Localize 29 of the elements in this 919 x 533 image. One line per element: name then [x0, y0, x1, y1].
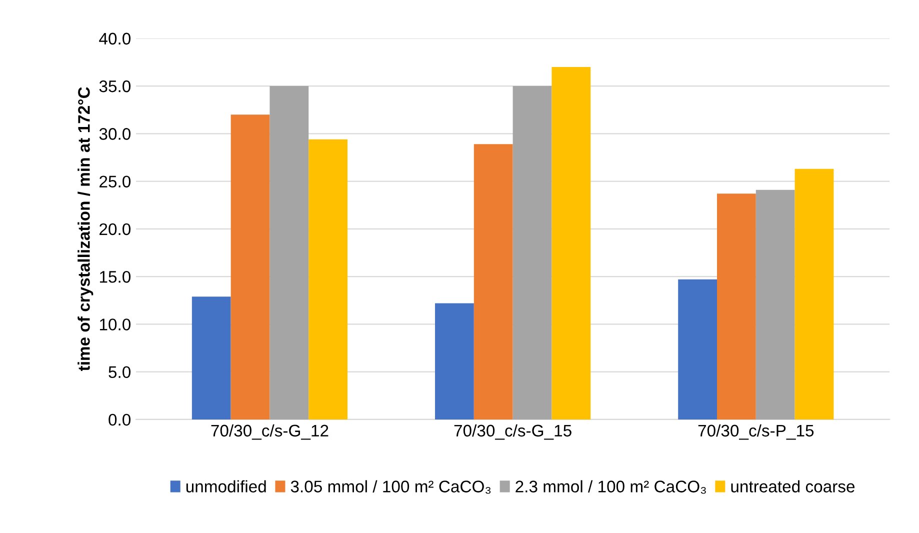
bar — [308, 139, 348, 420]
bar — [230, 114, 270, 420]
bar — [270, 86, 309, 420]
bar — [192, 296, 231, 420]
y-tick-label: 35.0 — [99, 80, 130, 92]
y-tick-label: 15.0 — [100, 270, 130, 283]
legend-label: untreated coarse — [731, 480, 855, 492]
x-tick-label: 70/30_c/s-G_15 — [454, 424, 572, 440]
bar — [756, 190, 795, 420]
legend-label: 3.05 mmol / 100 m² CaCO₃ — [290, 480, 491, 494]
bar — [474, 144, 513, 420]
bar — [512, 86, 552, 420]
x-tick-label: 70/30_c/s-G_12 — [211, 424, 328, 440]
y-axis-title: time of crystallization / min at 172°C — [78, 87, 94, 371]
y-tick-label: 25.0 — [100, 176, 130, 188]
y-tick-label: 20.0 — [100, 223, 130, 236]
y-tick-label: 0.0 — [108, 414, 130, 426]
legend-label: unmodified — [186, 480, 266, 492]
bar — [435, 303, 474, 420]
y-tick-label: 10.0 — [100, 318, 130, 330]
bar — [794, 168, 834, 420]
y-tick-label: 40.0 — [99, 32, 130, 45]
legend-label: 2.3 mmol / 100 m² CaCO₃ — [516, 480, 706, 494]
bar — [717, 194, 756, 420]
y-tick-label: 5.0 — [108, 366, 130, 378]
x-tick-label: 70/30_c/s-P_15 — [698, 424, 814, 440]
bar — [678, 279, 717, 420]
bar — [552, 66, 591, 420]
y-tick-label: 30.0 — [99, 128, 130, 140]
